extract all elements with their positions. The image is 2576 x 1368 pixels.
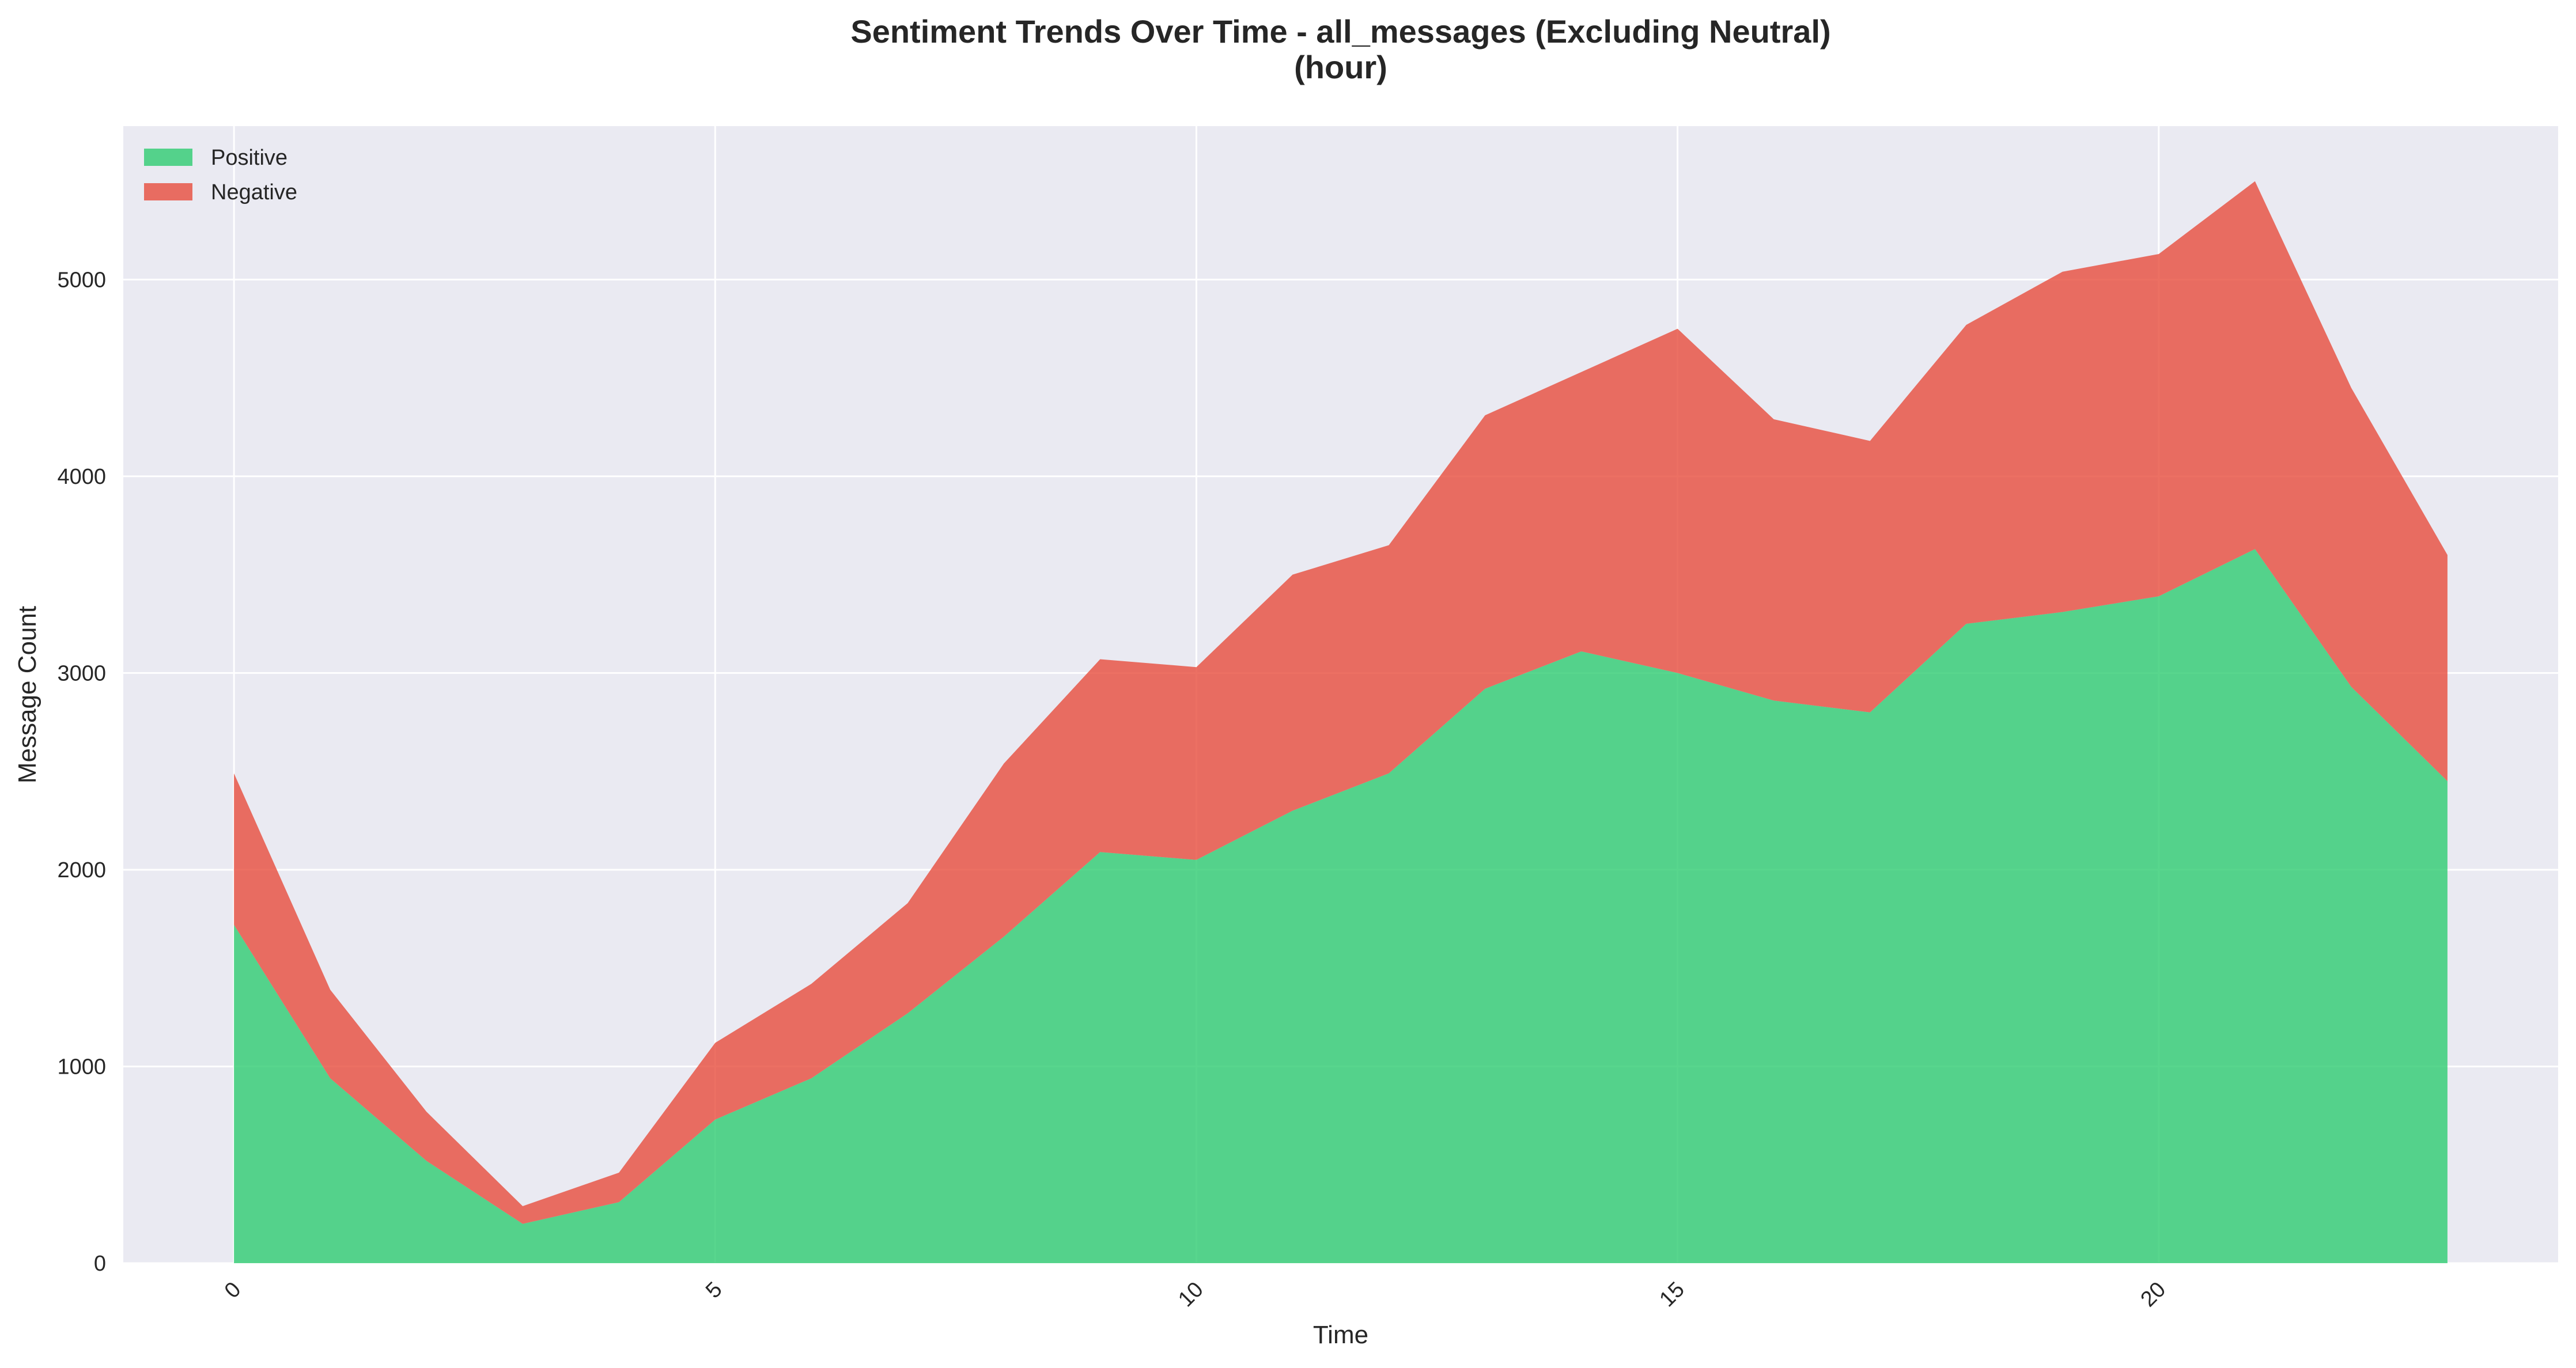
legend-label-negative: Negative	[211, 180, 297, 204]
legend-swatch-negative	[144, 183, 192, 200]
y-tick-label: 1000	[57, 1055, 106, 1079]
y-tick-label: 3000	[57, 661, 106, 685]
area-series-negative	[234, 181, 2448, 1224]
legend-label-positive: Positive	[211, 146, 288, 170]
x-axis-label: Time	[1313, 1321, 1368, 1349]
area-series-positive	[234, 549, 2448, 1263]
legend-swatch-positive	[144, 149, 192, 166]
y-tick-label: 0	[94, 1252, 106, 1276]
chart-title: Sentiment Trends Over Time - all_message…	[850, 13, 1830, 50]
area-series-layer	[234, 181, 2448, 1263]
y-tick-label: 4000	[57, 465, 106, 489]
y-tick-label: 5000	[57, 268, 106, 292]
y-tick-label: 2000	[57, 858, 106, 882]
y-axis-label: Message Count	[13, 606, 41, 783]
legend: Positive Negative	[144, 146, 297, 204]
chart-subtitle: (hour)	[1294, 49, 1387, 85]
